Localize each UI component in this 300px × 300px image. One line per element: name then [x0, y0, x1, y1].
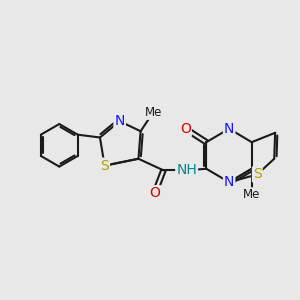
Text: S: S — [100, 159, 109, 172]
Text: NH: NH — [176, 163, 197, 177]
Text: O: O — [149, 186, 160, 200]
Text: S: S — [253, 167, 262, 182]
Text: Me: Me — [144, 106, 162, 119]
Text: N: N — [115, 114, 125, 128]
Text: N: N — [224, 122, 234, 136]
Text: Me: Me — [243, 188, 260, 201]
Text: O: O — [180, 122, 191, 136]
Text: N: N — [224, 175, 234, 189]
